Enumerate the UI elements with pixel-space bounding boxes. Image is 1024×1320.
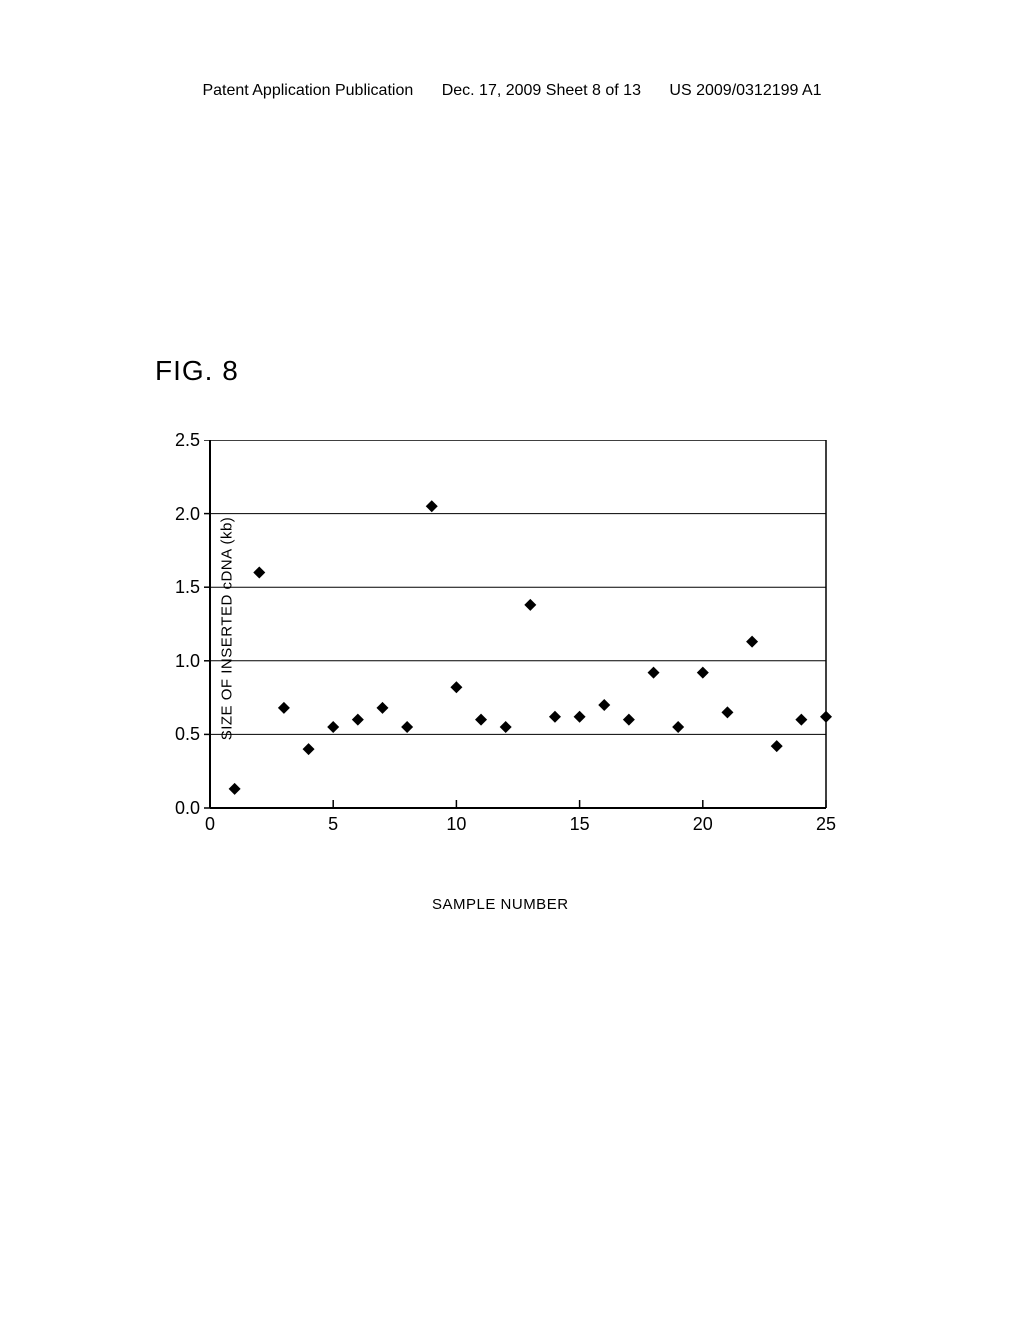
page-header: Patent Application Publication Dec. 17, …	[0, 82, 1024, 100]
figure-label: FIG. 8	[155, 355, 239, 387]
ytick-label: 2.5	[160, 430, 200, 451]
header-right: US 2009/0312199 A1	[669, 82, 821, 99]
scatter-chart	[150, 440, 870, 865]
ytick-label: 2.0	[160, 504, 200, 525]
ytick-label: 1.0	[160, 651, 200, 672]
x-axis-label: SAMPLE NUMBER	[432, 896, 569, 913]
header-left: Patent Application Publication	[202, 82, 413, 99]
header-center: Dec. 17, 2009 Sheet 8 of 13	[442, 82, 641, 99]
ytick-label: 0.0	[160, 798, 200, 819]
xtick-label: 25	[811, 814, 841, 835]
xtick-label: 5	[318, 814, 348, 835]
xtick-label: 15	[565, 814, 595, 835]
xtick-label: 10	[441, 814, 471, 835]
xtick-label: 20	[688, 814, 718, 835]
ytick-label: 1.5	[160, 577, 200, 598]
xtick-label: 0	[195, 814, 225, 835]
chart-svg	[150, 440, 870, 860]
ytick-label: 0.5	[160, 724, 200, 745]
